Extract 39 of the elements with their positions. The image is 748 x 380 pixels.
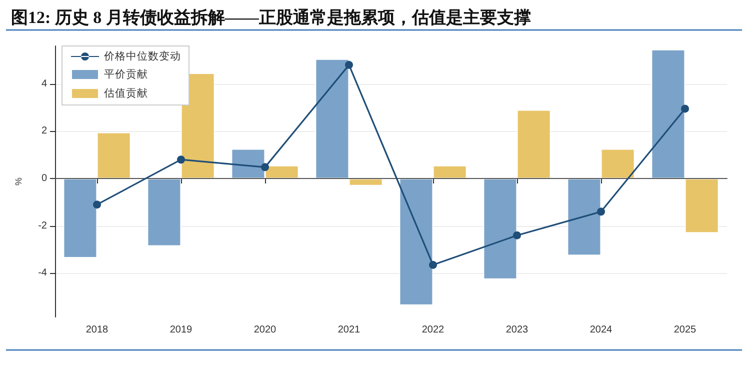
point <box>429 260 437 269</box>
x-tick-label: 2019 <box>170 324 193 336</box>
point <box>513 231 521 240</box>
legend-label: 价格中位数变动 <box>103 50 181 62</box>
bar <box>433 166 467 179</box>
bar <box>349 178 383 186</box>
x-tick-label: 2018 <box>86 324 109 336</box>
point <box>261 163 269 172</box>
point <box>345 60 353 69</box>
legend-label: 平价贡献 <box>104 68 148 80</box>
point <box>597 208 605 216</box>
y-axis-title: % <box>14 177 24 186</box>
bar <box>567 178 601 256</box>
bar <box>601 148 635 179</box>
y-tick-label: -2 <box>38 220 48 232</box>
bar <box>517 110 551 179</box>
y-tick-label: 2 <box>41 126 48 137</box>
x-tick-label: 2021 <box>338 324 361 336</box>
x-tick-label: 2025 <box>674 324 697 336</box>
y-tick-label: 0 <box>41 173 48 184</box>
bar <box>651 50 685 179</box>
bar <box>63 178 97 258</box>
bar <box>685 178 719 233</box>
y-tick-label: -4 <box>38 268 48 279</box>
bar <box>97 132 131 179</box>
y-tick-label: 4 <box>41 78 48 90</box>
bar <box>147 178 181 246</box>
bar <box>483 178 517 280</box>
legend-label: 估值贡献 <box>104 88 148 100</box>
chart-title: 图12: 历史 8 月转债收益拆解——正股通常是拖累项，估值是主要支撑 <box>11 8 531 27</box>
x-tick-label: 2023 <box>506 324 529 336</box>
point <box>681 104 689 113</box>
x-tick-label: 2024 <box>590 324 613 336</box>
bar <box>315 59 349 179</box>
x-tick-label: 2020 <box>254 324 277 336</box>
x-tick-label: 2022 <box>422 324 445 336</box>
point <box>93 200 101 209</box>
bar <box>399 178 433 306</box>
point <box>177 156 185 164</box>
